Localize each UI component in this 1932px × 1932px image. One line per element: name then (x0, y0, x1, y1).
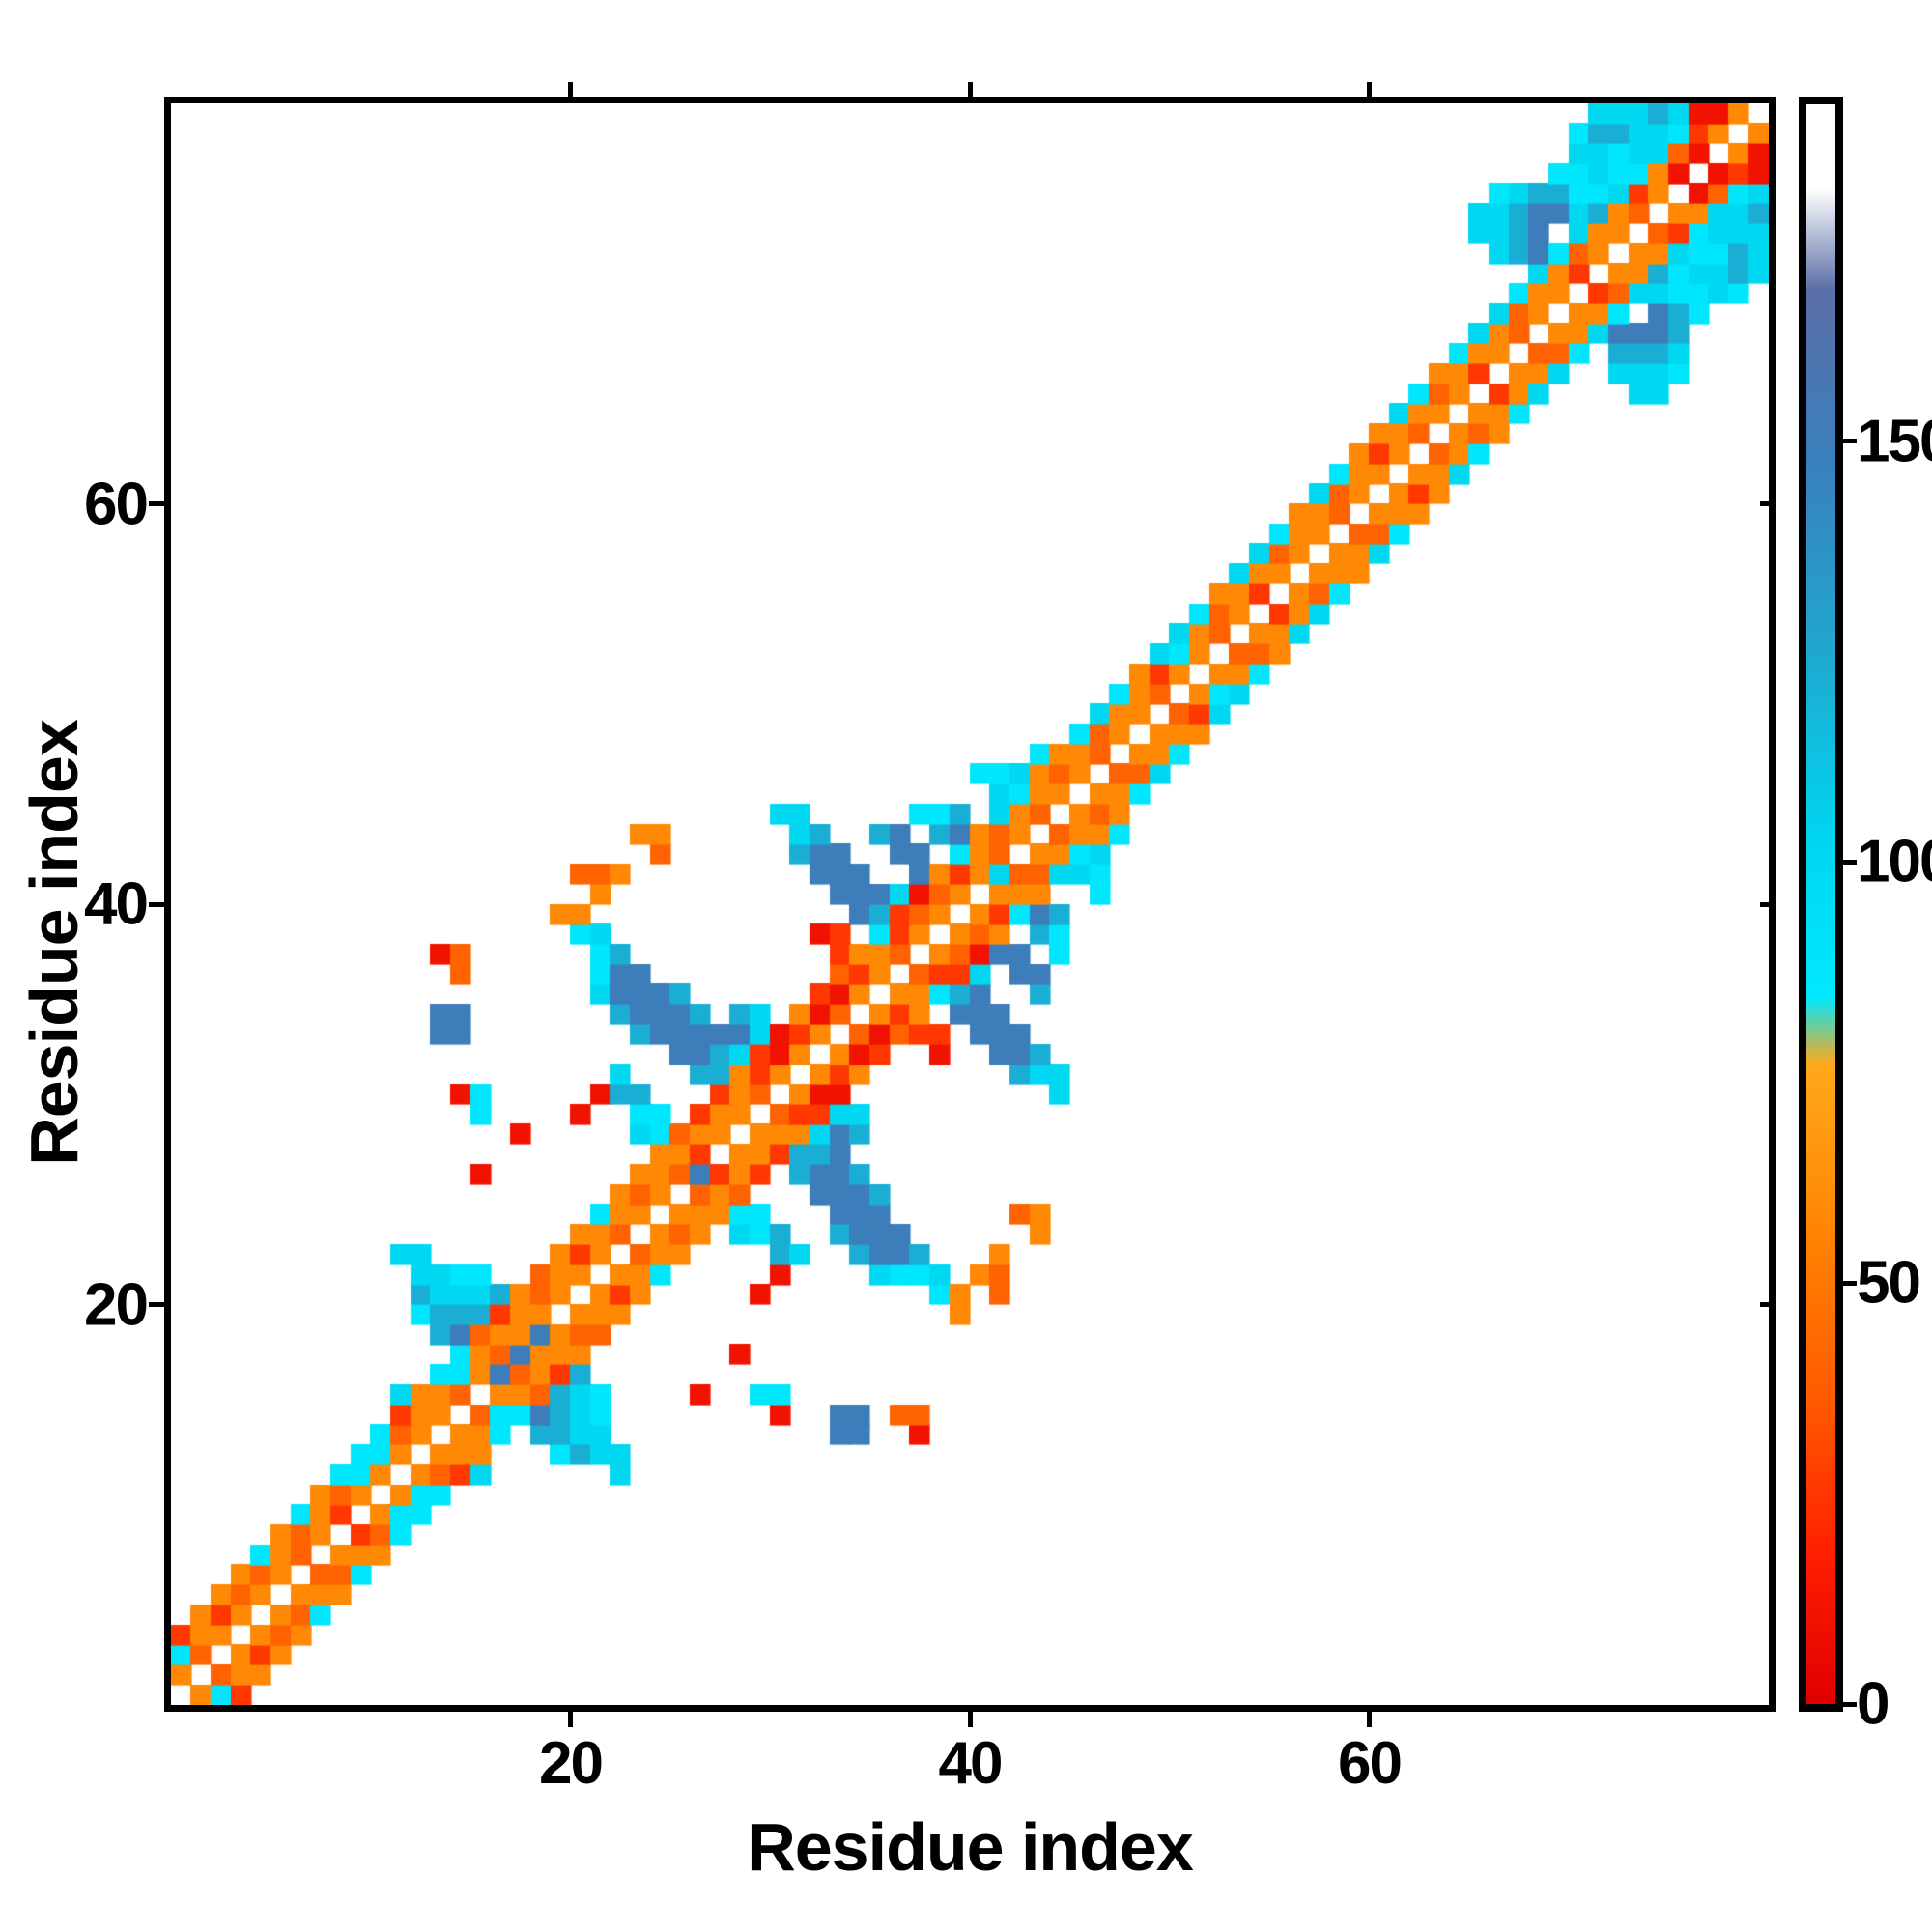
y-tick-right-60 (1760, 501, 1776, 506)
colorbar-tick-label-100: 100 (1857, 828, 1932, 895)
y-tick-label-60: 60 (84, 470, 149, 537)
colorbar-tick-label-0: 0 (1857, 1670, 1890, 1738)
y-tick-40 (149, 901, 164, 907)
x-tick-60 (1367, 1712, 1372, 1727)
y-tick-label-40: 40 (84, 870, 149, 938)
x-tick-top-60 (1367, 82, 1372, 98)
y-axis-title: Residue index (16, 720, 92, 1166)
colorbar-tick-100 (1843, 859, 1857, 865)
x-tick-label-40: 40 (938, 1730, 1004, 1797)
colorbar-tick-150 (1843, 439, 1857, 444)
heatmap-plot-area (164, 97, 1776, 1712)
heatmap-canvas (171, 103, 1769, 1705)
x-tick-label-20: 20 (539, 1730, 604, 1797)
colorbar (1799, 97, 1843, 1712)
x-tick-20 (568, 1712, 573, 1727)
x-tick-label-60: 60 (1338, 1730, 1403, 1797)
y-tick-right-40 (1760, 901, 1776, 907)
colorbar-gradient (1806, 104, 1835, 1704)
x-tick-top-40 (967, 82, 973, 98)
x-axis-title: Residue index (747, 1809, 1194, 1885)
x-tick-40 (967, 1712, 973, 1727)
colorbar-tick-50 (1843, 1280, 1857, 1286)
colorbar-tick-label-150: 150 (1857, 408, 1932, 475)
x-tick-top-20 (568, 82, 573, 98)
y-tick-60 (149, 501, 164, 506)
y-tick-label-20: 20 (84, 1271, 149, 1338)
colorbar-tick-0 (1843, 1701, 1857, 1707)
colorbar-tick-label-50: 50 (1857, 1249, 1921, 1317)
y-tick-20 (149, 1302, 164, 1307)
y-tick-right-20 (1760, 1302, 1776, 1307)
